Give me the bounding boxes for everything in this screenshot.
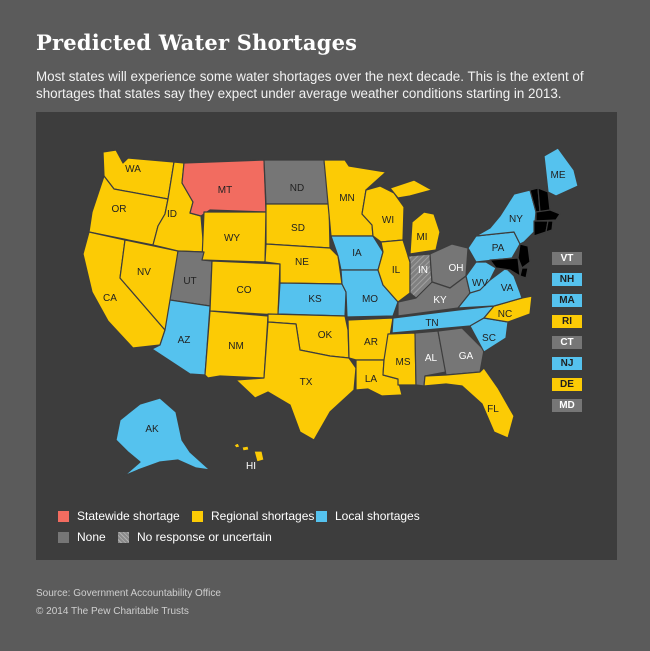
badge-de: DE	[552, 378, 582, 391]
label-ok: OK	[318, 330, 333, 341]
label-tn: TN	[425, 318, 438, 329]
state-mi	[409, 211, 441, 255]
state-de	[519, 267, 529, 279]
label-wa: WA	[125, 164, 141, 175]
label-ny: NY	[509, 214, 523, 225]
state-nj	[517, 243, 531, 269]
label-id: ID	[167, 209, 177, 220]
label-la: LA	[365, 374, 378, 385]
badge-vt-label: VT	[560, 253, 574, 264]
copyright-note: © 2014 The Pew Charitable Trusts	[36, 606, 189, 617]
legend-label-none: None	[77, 530, 106, 544]
label-ca: CA	[103, 293, 117, 304]
label-ms: MS	[396, 357, 411, 368]
label-il: IL	[392, 265, 401, 276]
legend-item-statewide: Statewide shortage	[58, 509, 180, 523]
state-nh	[537, 187, 551, 213]
state-ri	[545, 220, 554, 233]
badge-md: MD	[552, 399, 582, 412]
badge-nh-label: NH	[559, 274, 575, 285]
state-tx	[235, 321, 357, 441]
label-ak: AK	[145, 424, 159, 435]
state-nd	[263, 159, 330, 205]
legend-swatch-statewide	[58, 510, 69, 522]
page-title: Predicted Water Shortages	[36, 30, 358, 55]
label-az: AZ	[178, 335, 191, 346]
label-ar: AR	[364, 337, 378, 348]
label-ut: UT	[183, 276, 196, 287]
legend-label-uncertain: No response or uncertain	[137, 530, 272, 544]
state-ak	[115, 397, 211, 477]
label-mt: MT	[218, 185, 232, 196]
label-in: IN	[418, 265, 428, 276]
legend-item-none: None	[58, 530, 106, 544]
label-nc: NC	[498, 309, 512, 320]
label-sd: SD	[291, 223, 305, 234]
badge-vt: VT	[552, 252, 582, 265]
label-fl: FL	[487, 404, 499, 415]
badge-ri: RI	[552, 315, 582, 328]
label-wy: WY	[224, 233, 240, 244]
legend-label-statewide: Statewide shortage	[77, 509, 180, 523]
label-hi: HI	[246, 461, 256, 472]
badge-ct-label: CT	[560, 337, 574, 348]
label-tx: TX	[300, 377, 313, 388]
legend-label-regional: Regional shortages	[211, 509, 315, 523]
label-pa: PA	[492, 243, 505, 254]
label-nd: ND	[290, 183, 304, 194]
state-fl	[423, 367, 515, 439]
label-ks: KS	[308, 294, 322, 305]
label-mi: MI	[416, 232, 427, 243]
label-sc: SC	[482, 333, 496, 344]
legend-swatch-uncertain	[118, 531, 129, 543]
legend-item-local: Local shortages	[316, 509, 420, 523]
badge-nj-label: NJ	[560, 358, 574, 369]
label-al: AL	[425, 353, 438, 364]
label-oh: OH	[449, 263, 464, 274]
label-co: CO	[237, 285, 252, 296]
state-ks	[277, 282, 347, 317]
label-ga: GA	[459, 351, 474, 362]
badge-de-label: DE	[560, 379, 574, 390]
label-or: OR	[112, 204, 127, 215]
label-ky: KY	[433, 295, 447, 306]
label-mn: MN	[339, 193, 355, 204]
state-ct	[533, 220, 549, 237]
badge-ct: CT	[552, 336, 582, 349]
label-wv: WV	[472, 278, 488, 289]
legend-item-regional: Regional shortages	[192, 509, 314, 523]
label-ne: NE	[295, 257, 309, 268]
state-ma	[535, 209, 561, 222]
state-sc	[469, 317, 509, 353]
label-wi: WI	[382, 215, 394, 226]
label-nv: NV	[137, 267, 151, 278]
page-subtitle: Most states will experience some water s…	[36, 69, 584, 101]
legend-swatch-regional	[192, 510, 203, 522]
source-note: Source: Government Accountability Office	[36, 588, 221, 599]
label-me: ME	[551, 170, 566, 181]
badge-ma-label: MA	[559, 295, 575, 306]
state-ga	[437, 327, 485, 376]
label-mo: MO	[362, 294, 378, 305]
label-ia: IA	[352, 248, 362, 259]
badge-md-label: MD	[559, 400, 575, 411]
legend-label-local: Local shortages	[335, 509, 420, 523]
state-md	[489, 257, 521, 277]
legend-swatch-local	[316, 510, 327, 522]
legend-item-uncertain: No response or uncertain	[118, 530, 272, 544]
state-hi	[233, 442, 265, 463]
state-mi-upper	[389, 179, 433, 199]
badge-nh: NH	[552, 273, 582, 286]
badge-nj: NJ	[552, 357, 582, 370]
badge-ri-label: RI	[562, 316, 572, 327]
label-nm: NM	[228, 341, 244, 352]
legend-swatch-none	[58, 531, 69, 543]
badge-ma: MA	[552, 294, 582, 307]
label-va: VA	[501, 283, 514, 294]
